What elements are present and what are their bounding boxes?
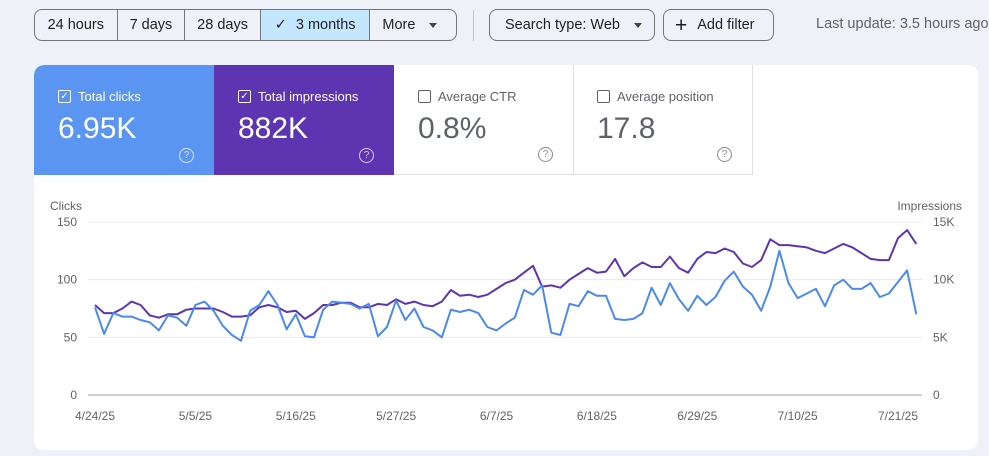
checkbox-checked-icon[interactable]: ✓ — [238, 90, 251, 103]
help-icon[interactable]: ? — [179, 148, 194, 163]
metric-total-impressions[interactable]: ✓ Total impressions 882K ? — [214, 65, 394, 175]
range-28-days[interactable]: 28 days — [185, 10, 261, 40]
metric-label: Total impressions — [258, 89, 359, 104]
range-label: More — [382, 17, 416, 33]
checkbox-checked-icon[interactable]: ✓ — [58, 90, 71, 103]
left-tick-label: 100 — [57, 273, 77, 287]
last-update-text: Last update: 3.5 hours ago — [816, 16, 989, 32]
right-tick-label: 5K — [933, 330, 948, 344]
x-tick-label: 7/10/25 — [778, 409, 818, 423]
range-label: 24 hours — [47, 17, 105, 33]
clicks-series-line — [94, 249, 918, 342]
range-label: 28 days — [197, 17, 248, 33]
x-tick-label: 5/16/25 — [276, 409, 316, 423]
range-3-months[interactable]: ✓ 3 months — [260, 10, 371, 40]
search-type-dropdown[interactable]: Search type: Web — [489, 9, 655, 41]
range-label: 7 days — [129, 17, 173, 33]
right-tick-label: 10K — [933, 273, 954, 287]
x-tick-label: 6/29/25 — [677, 409, 717, 423]
help-icon[interactable]: ? — [717, 147, 732, 162]
metric-average-ctr[interactable]: Average CTR 0.8% ? — [394, 65, 574, 175]
add-filter-button[interactable]: + Add filter — [663, 9, 774, 41]
right-tick-label: 0 — [933, 388, 940, 402]
date-range-selector: 24 hours 7 days 28 days ✓ 3 months More — [34, 9, 457, 41]
x-tick-label: 7/21/25 — [878, 409, 918, 423]
right-axis-title: Impressions — [897, 199, 962, 213]
plus-icon: + — [675, 13, 688, 37]
metric-label: Average position — [617, 89, 714, 104]
x-tick-label: 6/7/25 — [480, 409, 514, 423]
range-more-dropdown[interactable]: More — [370, 10, 456, 40]
check-icon: ✓ — [274, 17, 287, 33]
left-tick-label: 50 — [64, 330, 78, 344]
range-label: 3 months — [295, 17, 356, 33]
divider — [473, 10, 474, 41]
impressions-series-line — [94, 229, 918, 320]
metric-value: 882K — [238, 112, 309, 145]
search-type-label: Search type: Web — [505, 17, 620, 33]
checkbox-unchecked-icon[interactable] — [418, 90, 431, 103]
metric-value: 6.95K — [58, 112, 137, 145]
help-icon[interactable]: ? — [538, 147, 553, 162]
help-icon[interactable]: ? — [359, 148, 374, 163]
metric-total-clicks[interactable]: ✓ Total clicks 6.95K ? — [34, 65, 214, 175]
left-tick-label: 0 — [70, 388, 77, 402]
left-axis-title: Clicks — [50, 199, 82, 213]
left-tick-label: 150 — [57, 215, 77, 229]
range-24-hours[interactable]: 24 hours — [35, 10, 118, 40]
metric-label: Average CTR — [438, 89, 517, 104]
metric-label: Total clicks — [78, 89, 141, 104]
metric-value: 0.8% — [418, 112, 487, 145]
performance-card: ✓ Total clicks 6.95K ? ✓ Total impressions… — [34, 65, 978, 450]
add-filter-label: Add filter — [697, 17, 755, 33]
x-tick-label: 5/5/25 — [179, 409, 213, 423]
metric-value: 17.8 — [597, 112, 656, 145]
x-tick-label: 5/27/25 — [376, 409, 416, 423]
x-tick-label: 4/24/25 — [75, 409, 115, 423]
right-tick-label: 15K — [933, 215, 954, 229]
checkbox-unchecked-icon[interactable] — [597, 90, 610, 103]
x-tick-label: 6/18/25 — [577, 409, 617, 423]
metric-average-position[interactable]: Average position 17.8 ? — [573, 65, 753, 175]
range-7-days[interactable]: 7 days — [118, 10, 186, 40]
caret-down-icon — [429, 22, 438, 28]
caret-down-icon — [634, 22, 642, 28]
